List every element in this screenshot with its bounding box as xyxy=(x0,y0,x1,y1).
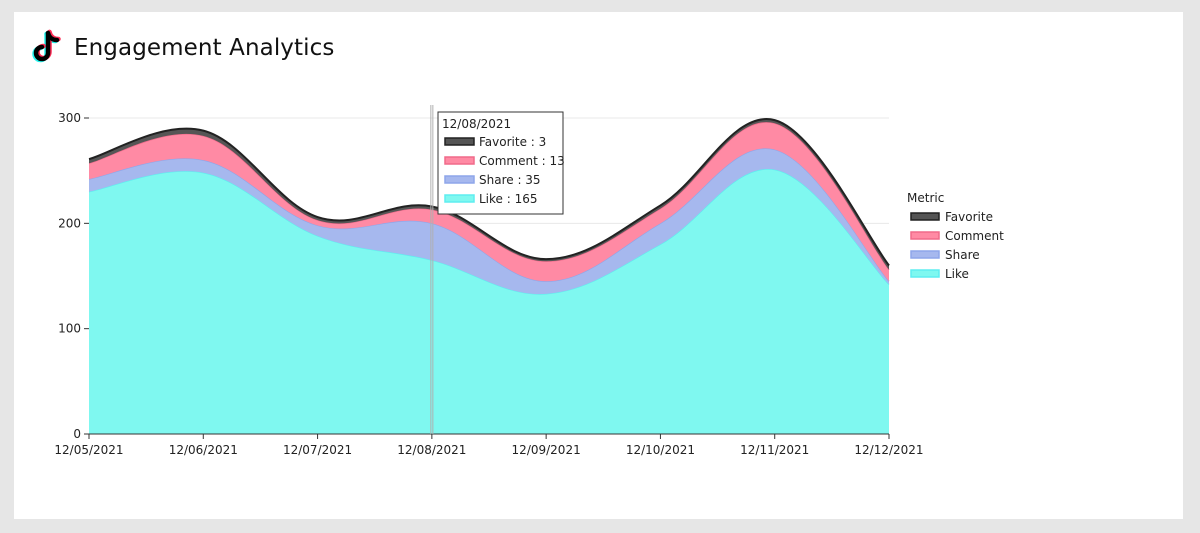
legend-item-like[interactable]: Like xyxy=(910,267,969,281)
tooltip-swatch xyxy=(444,137,475,146)
legend-swatch xyxy=(910,269,940,278)
legend-title: Metric xyxy=(907,191,944,205)
legend-swatch xyxy=(910,250,940,259)
x-tick-label: 12/11/2021 xyxy=(740,443,809,457)
legend-label: Like xyxy=(945,267,969,281)
axes: 0 100 200 300 12/05/2021 12/06/2021 12/07/2021… xyxy=(54,111,923,457)
y-tick-label: 100 xyxy=(58,322,81,336)
legend-label: Favorite xyxy=(945,210,993,224)
y-tick-label: 200 xyxy=(58,216,81,230)
legend-item-share[interactable]: Share xyxy=(910,248,980,262)
tooltip-swatch xyxy=(444,175,475,184)
tooltip: 12/08/2021 Favorite : 3 Comment : 13 Share … xyxy=(437,111,565,215)
hover-layer: 12/08/2021 Favorite : 3 Comment : 13 Share … xyxy=(430,105,565,434)
tooltip-row: Like : 165 xyxy=(479,192,538,206)
y-tick-label: 300 xyxy=(58,111,81,125)
tiktok-logo-icon xyxy=(32,29,61,63)
x-tick-label: 12/07/2021 xyxy=(283,443,352,457)
area-favorite[interactable] xyxy=(89,118,889,270)
legend-item-favorite[interactable]: Favorite xyxy=(910,210,993,224)
legend-item-comment[interactable]: Comment xyxy=(910,229,1004,243)
x-tick-label: 12/09/2021 xyxy=(512,443,581,457)
tooltip-row: Comment : 13 xyxy=(479,154,565,168)
x-tick-label: 12/06/2021 xyxy=(169,443,238,457)
area-share[interactable] xyxy=(89,148,889,295)
page-title: Engagement Analytics xyxy=(74,35,335,61)
area-like[interactable] xyxy=(89,169,889,434)
area-series[interactable] xyxy=(88,118,890,434)
line-favorite xyxy=(88,118,890,267)
legend-swatch xyxy=(910,231,940,240)
tooltip-swatch xyxy=(444,156,475,165)
x-tick-label: 12/12/2021 xyxy=(854,443,923,457)
header: Engagement Analytics xyxy=(26,28,334,68)
legend-label: Comment xyxy=(945,229,1004,243)
tooltip-title: 12/08/2021 xyxy=(442,117,511,131)
x-tick-label: 12/10/2021 xyxy=(626,443,695,457)
y-tick-label: 0 xyxy=(73,427,81,441)
x-tick-label: 12/08/2021 xyxy=(397,443,466,457)
legend-swatch xyxy=(910,212,940,221)
x-tick-label: 12/05/2021 xyxy=(54,443,123,457)
legend-label: Share xyxy=(945,248,980,262)
tooltip-swatch xyxy=(444,194,475,203)
area-comment[interactable] xyxy=(89,122,889,282)
tooltip-row: Share : 35 xyxy=(479,173,541,187)
tooltip-row: Favorite : 3 xyxy=(479,135,546,149)
